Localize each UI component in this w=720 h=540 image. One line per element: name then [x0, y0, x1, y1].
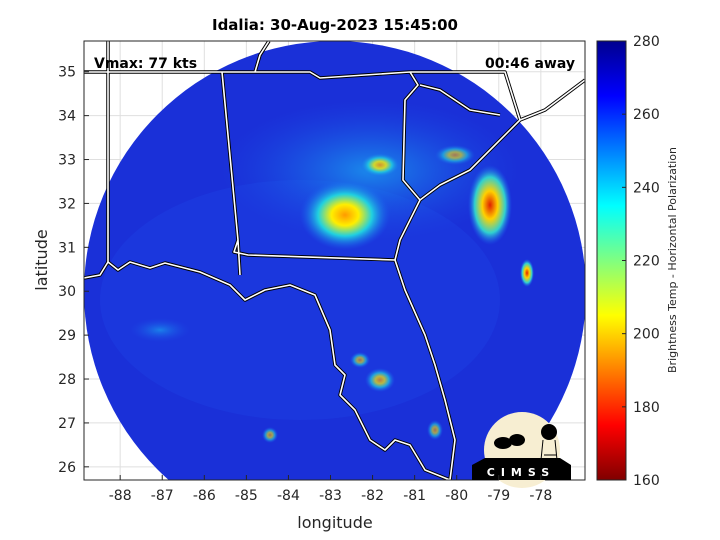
storm-core: [300, 180, 390, 250]
rainband: [468, 165, 512, 245]
colorbar-label: Brightness Temp - Horizontal Polarizatio…: [666, 147, 679, 373]
colorbar-tick-label: 280: [633, 34, 660, 50]
coastlines-and-borders: [84, 41, 585, 480]
x-tick-label: -82: [361, 488, 384, 504]
y-axis-label: latitude: [32, 229, 51, 290]
x-tick-label: -84: [277, 488, 300, 504]
x-tick-label: -81: [403, 488, 426, 504]
y-tick-label: 30: [58, 284, 76, 300]
y-tick-label: 32: [58, 196, 76, 212]
colorbar: [596, 40, 627, 481]
x-tick-label: -88: [109, 488, 132, 504]
y-tick-label: 33: [58, 153, 76, 169]
chart-title: Idalia: 30-Aug-2023 15:45:00: [212, 16, 458, 34]
colorbar-tick-label: 220: [633, 254, 660, 270]
x-tick-label: -85: [235, 488, 258, 504]
y-tick-label: 28: [58, 372, 76, 388]
y-tick-label: 27: [58, 416, 76, 432]
x-tick-label: -87: [151, 488, 174, 504]
x-tick-label: -80: [445, 488, 468, 504]
y-tick-label: 34: [58, 109, 76, 125]
y-tick-label: 31: [58, 240, 76, 256]
y-tick-label: 29: [58, 328, 76, 344]
x-axis-label: longitude: [297, 513, 372, 532]
x-tick-label: -79: [487, 488, 510, 504]
colorbar-tick-label: 200: [633, 327, 660, 343]
time-away-label: 00:46 away: [485, 56, 575, 72]
y-tick-label: 26: [58, 460, 76, 476]
vmax-label: Vmax: 77 kts: [94, 56, 197, 72]
colorbar-tick-label: 240: [633, 180, 660, 196]
colorbar-tick-label: 160: [633, 473, 660, 489]
rainband: [520, 259, 534, 287]
cimss-logo: CIMSS: [472, 412, 571, 488]
colorbar-tick-label: 180: [633, 400, 660, 416]
x-tick-label: -78: [529, 488, 552, 504]
axes-box: [83, 40, 586, 481]
x-tick-label: -86: [193, 488, 216, 504]
logo-text: CIMSS: [487, 466, 555, 479]
x-tick-label: -83: [319, 488, 342, 504]
colorbar-tick-label: 260: [633, 107, 660, 123]
y-tick-label: 35: [58, 65, 76, 81]
